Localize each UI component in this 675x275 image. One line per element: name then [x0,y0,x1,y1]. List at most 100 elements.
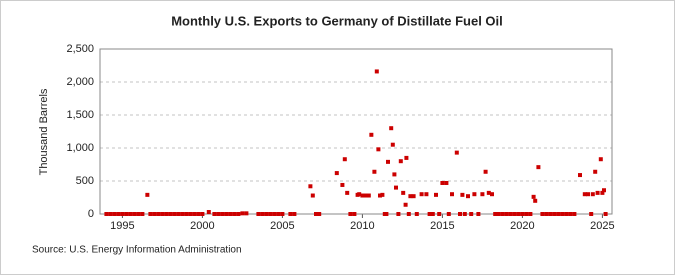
data-point [490,192,494,197]
data-point [200,212,205,216]
data-point [264,212,269,216]
data-point [236,212,241,216]
data-point [128,212,133,216]
data-point [450,192,454,197]
data-point [589,212,594,216]
data-point [357,192,362,197]
data-point [556,212,561,216]
data-point [600,190,605,195]
data-point [408,194,413,199]
data-point [578,173,582,178]
data-point [280,212,285,216]
data-point [404,155,409,160]
data-point [403,202,408,207]
data-point [188,212,193,216]
data-point [582,192,587,197]
data-point [419,192,424,197]
data-point [206,210,211,215]
data-point [528,212,533,216]
data-point [288,212,293,216]
data-point [376,147,381,152]
data-point [310,193,315,198]
data-point [104,212,109,216]
x-tick-label: 2020 [510,220,534,232]
data-point [386,159,390,164]
data-point [112,212,117,216]
data-point [180,212,185,216]
data-point [148,212,153,216]
data-point [440,180,445,185]
data-point [224,212,229,216]
data-point [152,212,157,216]
data-point [401,190,406,195]
data-point [369,132,374,137]
data-point [458,212,462,216]
x-tick-label: 2010 [350,220,374,232]
data-point [260,212,265,216]
y-tick-label: 500 [76,175,94,187]
data-point [460,192,465,197]
data-point [366,193,371,198]
data-point [292,212,297,216]
data-point [430,212,435,216]
data-point [372,169,377,174]
data-point [389,126,394,131]
data-point [396,212,401,216]
x-tick-label: 2025 [590,220,614,232]
data-point [268,212,273,216]
data-point [590,192,595,197]
data-point [462,212,467,216]
y-tick-label: 0 [88,208,94,220]
y-axis-label: Thousand Barrels [38,88,50,175]
data-point [380,192,385,197]
data-point [136,212,141,216]
x-tick-label: 2015 [430,220,454,232]
data-point [406,212,411,216]
data-point [469,212,474,216]
data-point [124,212,129,216]
data-point [352,212,357,216]
data-point [317,212,322,216]
y-tick-label: 2,500 [66,43,94,55]
data-point [476,212,481,216]
y-tick-label: 2,000 [66,76,94,88]
data-point [340,182,345,187]
data-point [560,212,565,216]
data-point [348,212,353,216]
data-point [192,212,197,216]
data-point [276,212,281,216]
data-point [446,212,451,216]
x-tick-label: 2000 [190,220,214,232]
data-point [504,212,509,216]
data-point [334,171,339,176]
data-point [595,190,600,195]
data-point [212,212,217,216]
data-point [398,159,403,164]
y-tick-label: 1,000 [66,142,94,154]
data-point [363,193,368,198]
data-point [437,212,442,216]
data-point [552,212,557,216]
data-point [160,212,165,216]
data-point [572,212,577,216]
data-point [176,212,181,216]
data-point [216,212,221,216]
data-point [172,212,177,216]
source-note: Source: U.S. Energy Information Administ… [32,245,242,256]
data-point [140,212,145,216]
data-point [272,212,277,216]
data-point [132,212,137,216]
data-point [536,165,541,170]
data-point [196,212,201,216]
data-point [531,194,536,199]
data-point [466,194,470,199]
data-point [480,192,485,197]
data-point [342,157,347,162]
data-point [512,212,517,216]
data-point [524,212,529,216]
data-point [493,212,498,216]
data-point [145,192,150,197]
data-point [598,157,603,162]
